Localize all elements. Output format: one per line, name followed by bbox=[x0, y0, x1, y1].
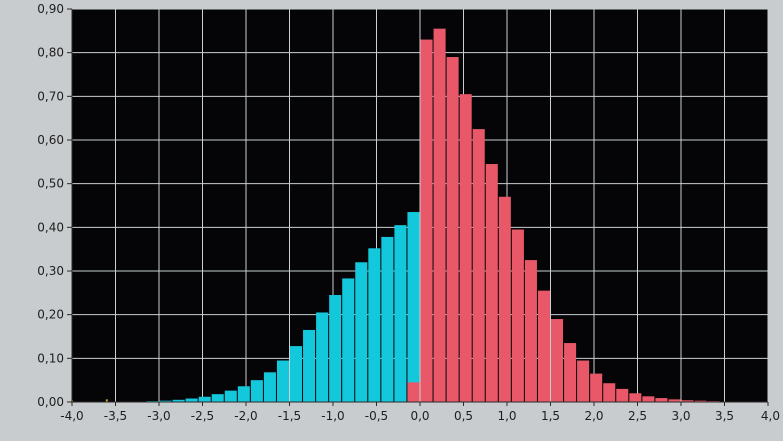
histogram-bar bbox=[198, 396, 211, 402]
histogram-bar bbox=[681, 400, 694, 402]
histogram-bar bbox=[185, 398, 198, 402]
histogram-bar bbox=[159, 400, 172, 402]
histogram-bar bbox=[511, 229, 524, 402]
y-tick-label: 0,90 bbox=[37, 2, 64, 16]
histogram-bar bbox=[577, 360, 590, 402]
y-tick-label: 0,50 bbox=[37, 177, 64, 191]
y-tick-label: 0,30 bbox=[37, 264, 64, 278]
histogram-bar bbox=[498, 196, 511, 402]
histogram-bar bbox=[342, 278, 355, 402]
y-tick-label: 0,70 bbox=[37, 89, 64, 103]
histogram-bar bbox=[616, 388, 629, 402]
y-tick-label: 0,40 bbox=[37, 220, 64, 234]
x-tick-label: -2,0 bbox=[234, 409, 257, 423]
y-tick-labels: 0,00 0,10 0,20 0,30 0,40 0,50 0,60 0,70 0,80 0,90 bbox=[37, 2, 64, 409]
histogram-bar bbox=[655, 398, 668, 402]
histogram-bar bbox=[446, 57, 459, 403]
x-tick-label: -3,5 bbox=[104, 409, 127, 423]
histogram-bar bbox=[381, 236, 394, 402]
histogram-bar bbox=[459, 94, 472, 403]
histogram-bar bbox=[394, 225, 407, 402]
x-tick-label: 3,5 bbox=[715, 409, 734, 423]
histogram-bar bbox=[642, 396, 655, 402]
x-tick-label: -1,5 bbox=[278, 409, 301, 423]
histogram-bar bbox=[485, 164, 498, 402]
histogram-bar bbox=[551, 319, 564, 402]
histogram-bar bbox=[237, 386, 250, 402]
y-tick-label: 0,60 bbox=[37, 133, 64, 147]
histogram-bar bbox=[629, 393, 642, 402]
histogram-bar bbox=[303, 329, 316, 402]
x-tick-label: 4,0 bbox=[761, 409, 780, 423]
y-tick-label: 0,10 bbox=[37, 351, 64, 365]
x-tick-label: 1,5 bbox=[541, 409, 560, 423]
histogram-bar bbox=[564, 343, 577, 402]
x-tick-label: 2,5 bbox=[628, 409, 647, 423]
histogram-bar bbox=[211, 394, 224, 402]
histogram-bar bbox=[290, 346, 303, 402]
histogram-bar bbox=[668, 399, 681, 402]
x-tick-label: 2,0 bbox=[584, 409, 603, 423]
bars bbox=[146, 28, 733, 403]
histogram-bar bbox=[224, 390, 237, 402]
x-tick-label: -2,5 bbox=[191, 409, 214, 423]
histogram-bar bbox=[355, 262, 368, 402]
x-tick-label: 1,0 bbox=[497, 409, 516, 423]
histogram-bar bbox=[407, 382, 420, 402]
x-tick-label: -0,5 bbox=[365, 409, 388, 423]
x-tick-label: -4,0 bbox=[60, 409, 83, 423]
histogram-bar bbox=[263, 372, 276, 402]
x-tick-label: -1,0 bbox=[321, 409, 344, 423]
x-tick-labels: -4,0 -3,5 -3,0 -2,5 -2,0 -1,5 -1,0 -0,5 0,0 0,5 1,… bbox=[60, 409, 780, 423]
histogram-bar bbox=[250, 380, 263, 402]
y-tick-label: 0,20 bbox=[37, 308, 64, 322]
histogram-bar bbox=[276, 360, 289, 402]
histogram-bar bbox=[172, 399, 185, 402]
histogram-bar bbox=[603, 383, 616, 402]
y-tick-label: 0,80 bbox=[37, 46, 64, 60]
histogram-bar bbox=[472, 129, 485, 403]
x-tick-label: -3,0 bbox=[147, 409, 170, 423]
histogram-bar bbox=[420, 39, 433, 403]
histogram-bar bbox=[368, 248, 381, 402]
x-tick-label: 0,5 bbox=[454, 409, 473, 423]
x-tick-label: 3,0 bbox=[671, 409, 690, 423]
histogram-bar bbox=[316, 312, 329, 402]
histogram-bar bbox=[694, 400, 707, 402]
histogram-bar bbox=[537, 290, 550, 402]
histogram-bar bbox=[433, 28, 446, 403]
histogram-bar bbox=[407, 212, 420, 402]
y-tick-label: 0,00 bbox=[37, 395, 64, 409]
histogram-bar bbox=[329, 295, 342, 402]
axes bbox=[67, 8, 769, 406]
histogram-bar bbox=[590, 373, 603, 402]
x-tick-label: 0,0 bbox=[410, 409, 429, 423]
histogram-bar bbox=[524, 260, 537, 402]
